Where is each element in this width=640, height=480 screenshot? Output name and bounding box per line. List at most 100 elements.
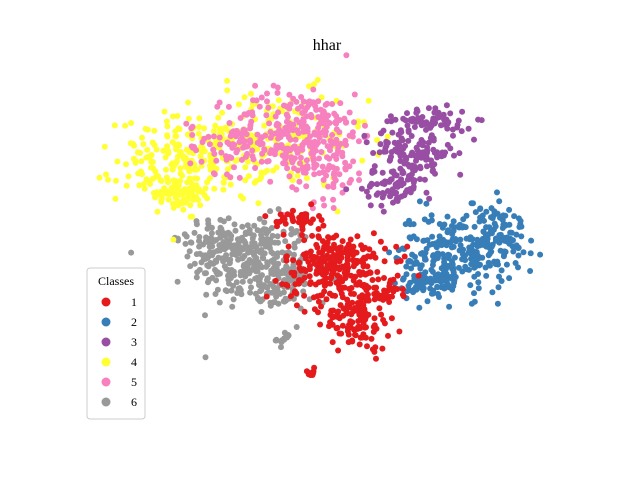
data-point	[475, 255, 482, 262]
data-point	[444, 213, 451, 220]
data-point	[202, 185, 209, 192]
data-point	[326, 247, 332, 254]
data-point	[432, 170, 438, 177]
data-point	[372, 295, 379, 302]
data-point	[359, 292, 366, 299]
data-point	[193, 274, 200, 281]
data-point	[515, 252, 522, 259]
data-point	[244, 222, 251, 229]
data-point	[344, 251, 351, 258]
data-point	[269, 232, 276, 239]
data-point	[471, 223, 478, 230]
data-point	[236, 285, 243, 292]
data-point	[463, 266, 470, 273]
data-point	[187, 213, 194, 220]
data-point	[429, 118, 436, 125]
data-point	[450, 218, 457, 225]
data-point	[315, 233, 322, 240]
data-point	[203, 291, 210, 298]
data-point	[363, 324, 369, 331]
data-point	[141, 185, 148, 192]
data-point	[498, 267, 505, 274]
data-point	[329, 292, 336, 299]
data-point	[449, 231, 456, 238]
data-point	[267, 134, 274, 141]
data-point	[339, 322, 346, 329]
legend-label-4: 4	[131, 355, 137, 369]
data-point	[224, 139, 231, 146]
data-point	[273, 336, 280, 343]
data-point	[343, 52, 350, 59]
data-point	[361, 132, 368, 139]
data-point	[392, 190, 399, 197]
data-point	[372, 284, 378, 291]
data-point	[264, 90, 270, 97]
data-point	[470, 200, 476, 207]
data-point	[422, 256, 429, 263]
data-point	[435, 250, 441, 257]
data-point	[189, 132, 196, 138]
data-point	[268, 249, 275, 256]
data-point	[279, 216, 286, 223]
data-point	[424, 147, 431, 154]
data-point	[290, 257, 297, 264]
data-point	[281, 145, 287, 152]
data-point	[357, 299, 364, 306]
data-point	[275, 97, 282, 104]
data-point	[241, 138, 248, 145]
data-point	[451, 224, 458, 231]
data-point	[255, 200, 262, 207]
data-point	[186, 149, 193, 156]
data-point	[271, 151, 278, 158]
data-point	[236, 174, 243, 181]
data-point	[229, 251, 236, 258]
data-point	[352, 332, 359, 339]
data-point	[187, 160, 194, 167]
data-point	[177, 170, 184, 177]
data-point	[495, 284, 502, 291]
data-point	[105, 176, 111, 183]
data-point	[245, 246, 252, 253]
data-point	[311, 161, 318, 168]
legend-title: Classes	[98, 274, 134, 288]
data-point	[445, 263, 452, 269]
data-point	[256, 103, 263, 110]
data-point	[226, 120, 233, 126]
data-point	[225, 103, 232, 110]
data-point	[458, 128, 465, 135]
data-point	[384, 188, 391, 194]
data-point	[263, 263, 270, 270]
data-point	[371, 315, 378, 322]
data-point	[248, 90, 254, 97]
data-point	[315, 309, 321, 316]
data-point	[318, 217, 325, 223]
data-point	[364, 343, 370, 350]
data-point	[151, 142, 158, 148]
data-point	[254, 294, 261, 301]
data-point	[226, 231, 233, 238]
data-point	[249, 235, 256, 242]
data-point	[443, 102, 450, 109]
data-point	[510, 237, 516, 244]
data-point	[274, 89, 281, 96]
data-point	[233, 279, 240, 286]
data-point	[456, 150, 463, 157]
data-point	[318, 149, 325, 155]
data-point	[351, 119, 357, 126]
data-point	[300, 98, 307, 105]
data-point	[154, 208, 161, 215]
data-point	[348, 176, 354, 183]
data-point	[436, 233, 443, 240]
data-point	[346, 109, 353, 116]
data-point	[434, 114, 441, 121]
data-point	[148, 158, 155, 165]
data-point	[537, 251, 544, 258]
data-point	[229, 144, 236, 151]
data-point	[214, 103, 221, 110]
data-point	[282, 238, 289, 245]
data-point	[393, 141, 400, 148]
data-point	[228, 287, 235, 294]
data-point	[217, 234, 224, 241]
data-point	[330, 205, 337, 211]
data-point	[314, 76, 321, 83]
